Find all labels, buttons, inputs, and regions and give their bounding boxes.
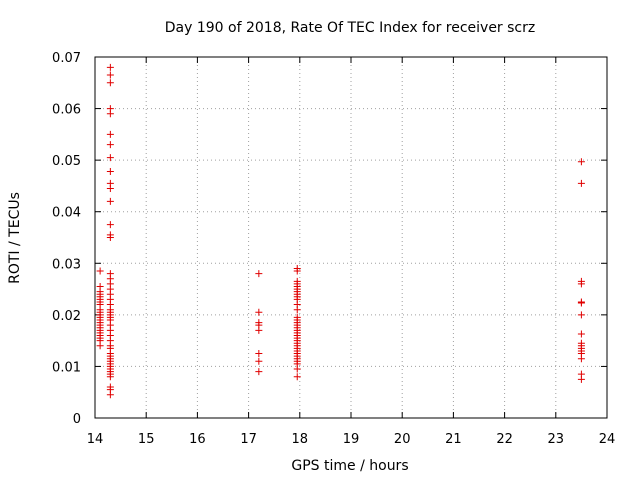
y-tick-label: 0.02 — [52, 309, 81, 324]
data-point-marker — [106, 63, 114, 71]
y-axis-tick-labels: 0 0.01 0.02 0.03 0.04 0.05 0.06 0.07 — [52, 51, 81, 427]
x-tick-label: 16 — [189, 432, 206, 447]
x-tick-label: 17 — [240, 432, 257, 447]
data-point-marker — [577, 280, 585, 288]
data-point-marker — [577, 299, 585, 307]
data-point-marker — [106, 167, 114, 175]
x-tick-label: 23 — [548, 432, 565, 447]
data-points — [96, 63, 585, 399]
x-tick-label: 24 — [599, 432, 616, 447]
data-point-marker — [106, 221, 114, 229]
x-axis-tick-labels: 14 15 16 17 18 19 20 21 22 23 24 — [87, 432, 616, 447]
grid-lines — [95, 57, 607, 418]
data-point-marker — [106, 110, 114, 118]
data-point-marker — [106, 197, 114, 205]
y-tick-label: 0.03 — [52, 257, 81, 272]
x-tick-label: 14 — [87, 432, 104, 447]
y-tick-label: 0.05 — [52, 154, 81, 169]
x-tick-label: 22 — [496, 432, 513, 447]
y-tick-label: 0.06 — [52, 103, 81, 118]
data-point-marker — [577, 355, 585, 363]
y-axis-label: ROTI / TECUs — [7, 192, 23, 284]
data-point-marker — [106, 141, 114, 149]
data-point-marker — [293, 365, 301, 373]
y-tick-label: 0 — [73, 412, 81, 427]
data-point-marker — [106, 154, 114, 162]
x-tick-label: 20 — [394, 432, 411, 447]
data-point-marker — [293, 306, 301, 314]
chart-title: Day 190 of 2018, Rate Of TEC Index for r… — [165, 20, 535, 36]
data-point-marker — [577, 179, 585, 187]
data-point-marker — [255, 270, 263, 278]
data-point-marker — [106, 234, 114, 241]
data-point-marker — [106, 71, 114, 79]
data-point-marker — [106, 130, 114, 138]
data-point-marker — [106, 391, 114, 399]
data-point-marker — [255, 368, 263, 376]
x-tick-label: 21 — [445, 432, 462, 447]
y-tick-label: 0.07 — [52, 51, 81, 66]
data-point-marker — [255, 350, 263, 358]
data-point-marker — [106, 373, 114, 381]
data-point-marker — [577, 311, 585, 319]
data-point-marker — [577, 375, 585, 383]
data-point-marker — [293, 373, 301, 381]
data-point-marker — [255, 357, 263, 365]
x-axis-label: GPS time / hours — [291, 458, 408, 474]
data-point-marker — [255, 326, 263, 334]
data-point-marker — [577, 158, 585, 166]
data-point-marker — [106, 185, 114, 193]
x-tick-label: 18 — [292, 432, 309, 447]
y-tick-label: 0.01 — [52, 360, 81, 375]
data-point-marker — [106, 79, 114, 87]
y-tick-label: 0.04 — [52, 206, 81, 221]
data-point-marker — [255, 308, 263, 316]
x-tick-label: 15 — [138, 432, 155, 447]
data-point-marker — [96, 267, 104, 275]
x-tick-label: 19 — [343, 432, 360, 447]
data-point-marker — [96, 342, 104, 350]
data-point-marker — [577, 330, 585, 338]
data-point-marker — [293, 267, 301, 275]
